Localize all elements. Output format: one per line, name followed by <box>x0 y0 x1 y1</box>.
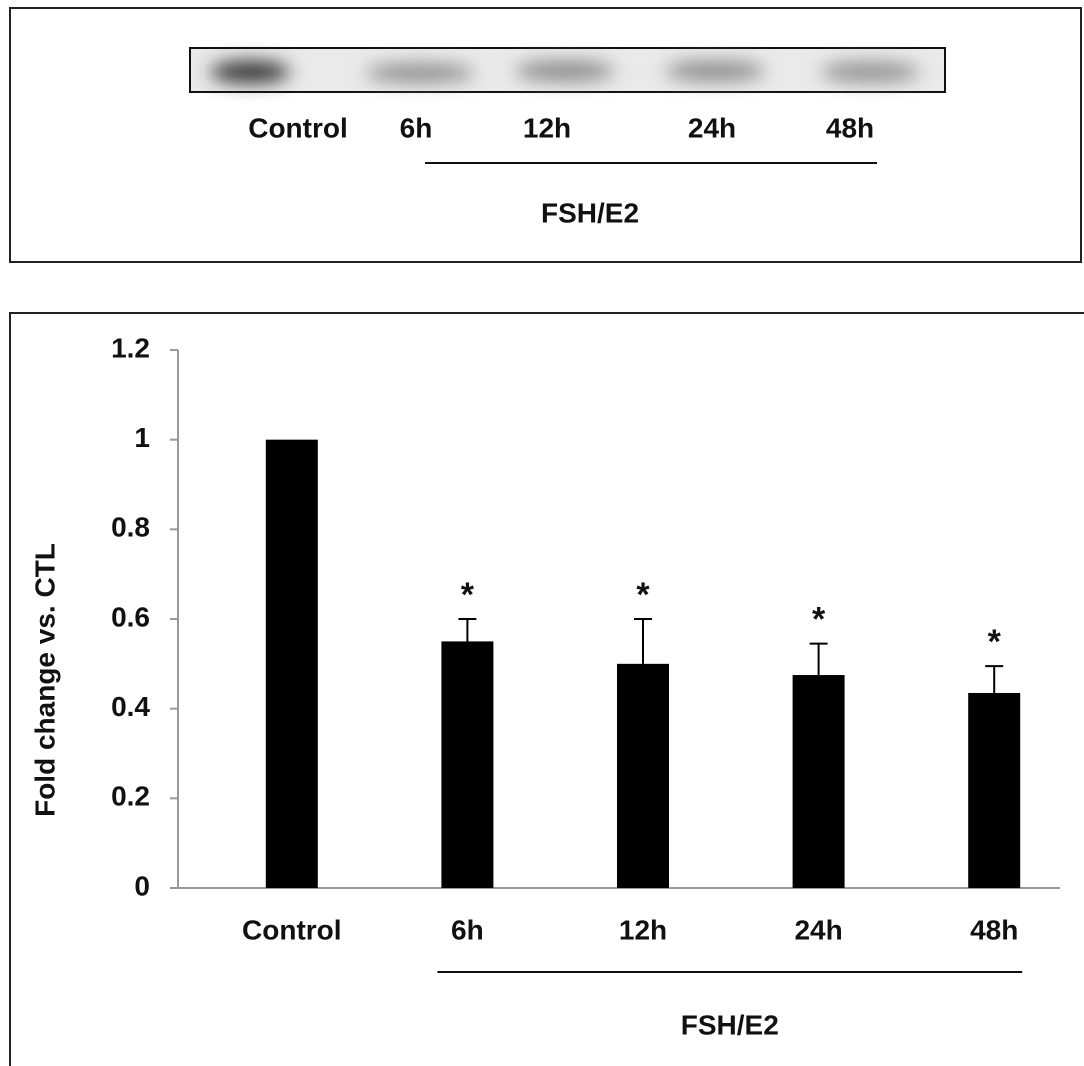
blot-group-label: FSH/E2 <box>541 197 639 228</box>
x-tick-label: 6h <box>451 914 484 945</box>
blot-lane-label: Control <box>248 112 348 143</box>
figure: Control 6h 12h 24h 48h FSH/E2 Fold chang… <box>0 0 1084 1066</box>
y-axis-label: Fold change vs. CTL <box>29 543 60 817</box>
bar <box>968 693 1020 888</box>
x-tick-label: 12h <box>619 914 667 945</box>
significance-marker: * <box>988 623 1002 661</box>
x-tick-label: 48h <box>970 914 1018 945</box>
significance-marker: * <box>812 601 826 639</box>
significance-marker: * <box>461 576 475 614</box>
blot-lane-label: 6h <box>400 112 433 143</box>
y-tick-label: 0.4 <box>111 691 150 722</box>
y-tick-label: 0 <box>134 870 150 901</box>
bar <box>793 675 845 888</box>
bar <box>441 641 493 888</box>
y-tick-label: 0.6 <box>111 601 150 632</box>
x-tick-label: Control <box>242 914 342 945</box>
y-tick-label: 1 <box>134 422 150 453</box>
group-label: FSH/E2 <box>681 1009 779 1040</box>
blot-lane-label: 12h <box>523 112 571 143</box>
blot-lane-label: 48h <box>826 112 874 143</box>
y-tick-label: 0.8 <box>111 512 150 543</box>
bar <box>266 440 318 888</box>
blot-lane-label: 24h <box>688 112 736 143</box>
bar <box>617 664 669 888</box>
x-tick-label: 24h <box>794 914 842 945</box>
chart-panel <box>10 313 1084 1066</box>
y-tick-label: 1.2 <box>111 332 150 363</box>
significance-marker: * <box>636 576 650 614</box>
y-tick-label: 0.2 <box>111 781 150 812</box>
